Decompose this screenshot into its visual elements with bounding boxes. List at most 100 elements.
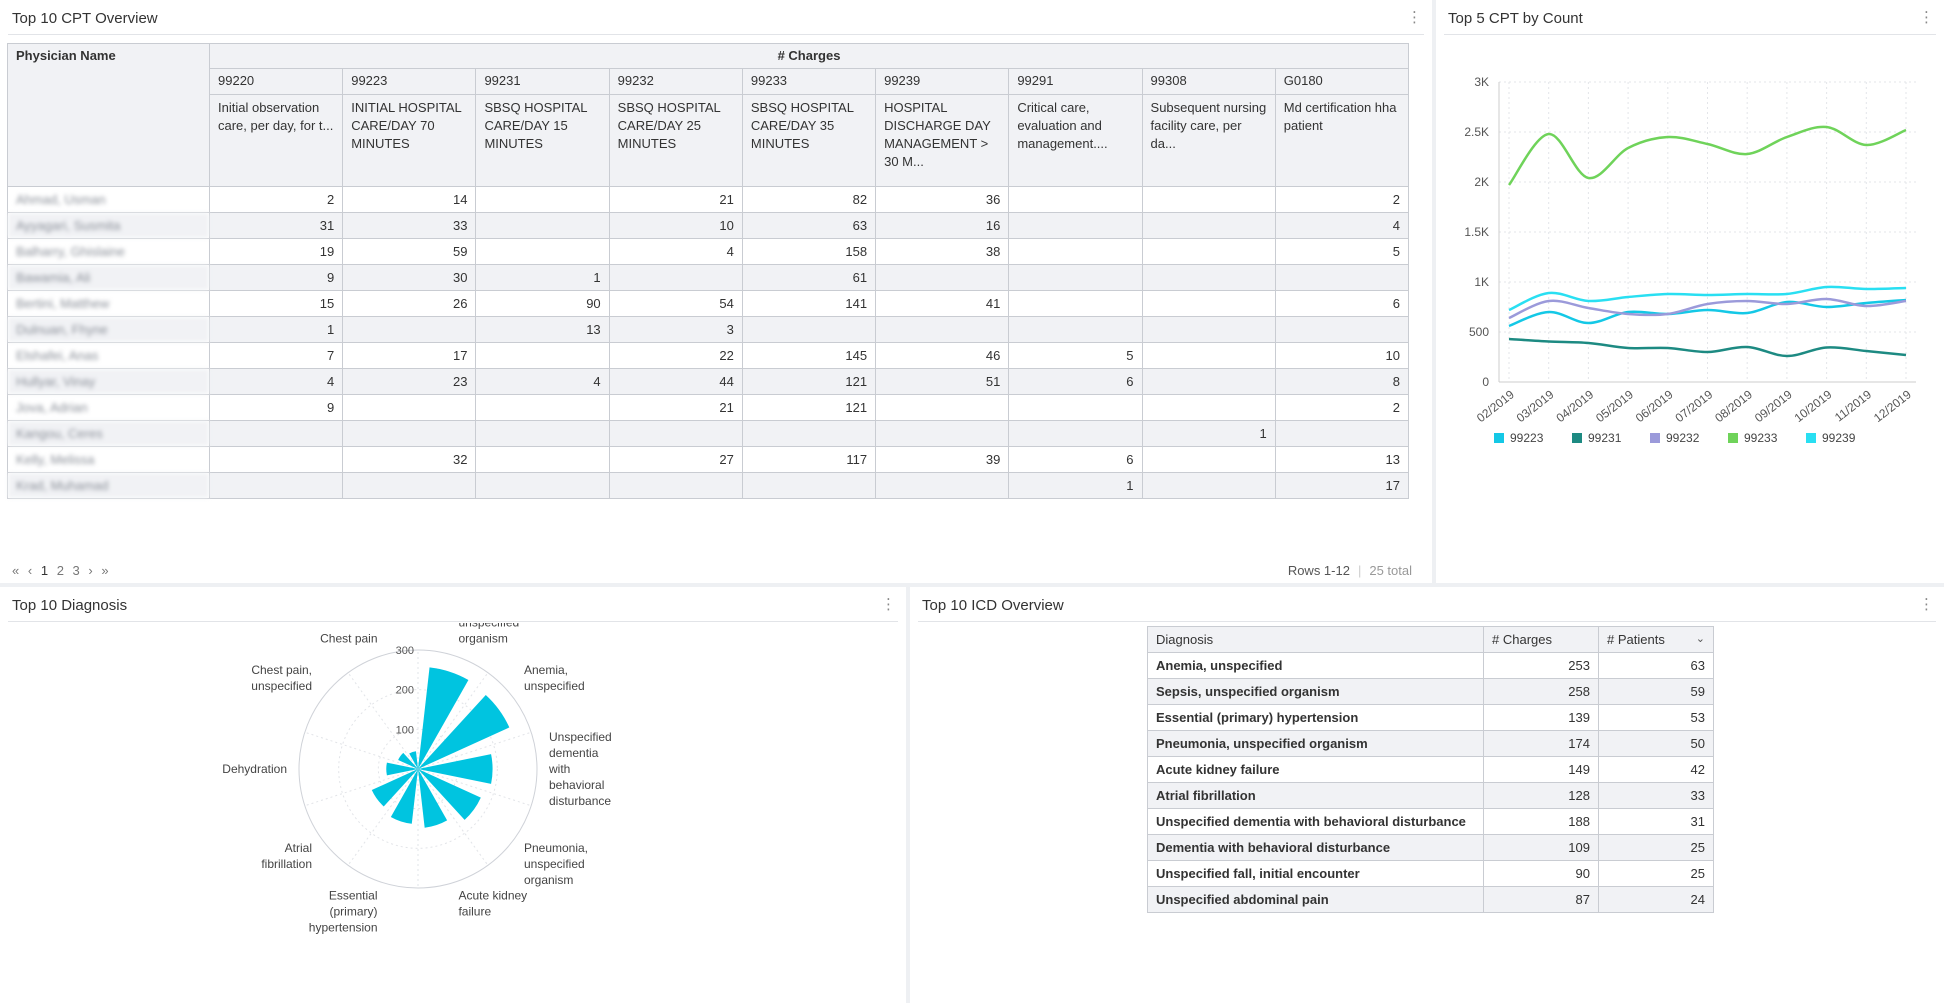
first-page-button[interactable]: «: [12, 563, 20, 578]
legend-label[interactable]: 99223: [1510, 431, 1544, 445]
cpt-code-header[interactable]: 99239: [875, 68, 1010, 95]
charge-count-cell: 17: [1274, 472, 1410, 499]
legend-label[interactable]: 99233: [1744, 431, 1778, 445]
polar-bar[interactable]: [418, 694, 510, 769]
x-tick-label: 10/2019: [1792, 387, 1835, 425]
polar-bar[interactable]: [418, 754, 493, 784]
category-label: Unspecified dementia with behavioral disturb…: [548, 730, 612, 808]
cpt-code-header[interactable]: G0180: [1274, 68, 1410, 95]
patients-cell: 25: [1598, 834, 1714, 861]
page-2-link[interactable]: 2: [56, 563, 64, 578]
table-row[interactable]: Anemia, unspecified 253 63: [1147, 652, 1714, 679]
polar-bar[interactable]: [418, 769, 448, 828]
physician-name-cell: Hullyar, Vinay: [7, 368, 210, 395]
last-page-button[interactable]: »: [101, 563, 109, 578]
charge-count-cell: [1141, 290, 1276, 317]
x-tick-label: 05/2019: [1593, 387, 1636, 425]
legend-label[interactable]: 99239: [1822, 431, 1856, 445]
table-row[interactable]: Hullyar, Vinay 4 23 4 44 121 51 6 8: [7, 368, 1410, 395]
patients-cell: 50: [1598, 730, 1714, 757]
polar-bar[interactable]: [386, 762, 418, 776]
y-tick-label: 500: [1469, 325, 1489, 339]
page-3-link[interactable]: 3: [72, 563, 80, 578]
kebab-menu-icon[interactable]: ⋮: [1407, 9, 1422, 26]
radial-tick-label: 200: [396, 685, 414, 697]
next-page-button[interactable]: ›: [88, 563, 93, 578]
page-1-link[interactable]: 1: [40, 563, 49, 578]
x-tick-label: 02/2019: [1474, 387, 1517, 425]
legend-label[interactable]: 99231: [1588, 431, 1622, 445]
table-row[interactable]: Unspecified dementia with behavioral dis…: [1147, 808, 1714, 835]
series-line-99223[interactable]: [1508, 298, 1907, 328]
charge-count-cell: [1274, 264, 1410, 291]
icd-table: Diagnosis # Charges # Patients ⌄ Anemia, …: [1147, 626, 1714, 913]
polar-bar[interactable]: [398, 752, 418, 769]
diagnosis-header[interactable]: Diagnosis: [1147, 626, 1484, 653]
legend-label[interactable]: 99232: [1666, 431, 1700, 445]
polar-bar[interactable]: [418, 667, 469, 769]
charges-cell: 139: [1483, 704, 1599, 731]
table-row[interactable]: Krad, Muhamad 1 17: [7, 472, 1410, 499]
cpt-code-header[interactable]: 99233: [741, 68, 877, 95]
polar-bar[interactable]: [409, 751, 418, 769]
charges-header[interactable]: # Charges: [1483, 626, 1599, 653]
diagnosis-cell: Dementia with behavioral disturbance: [1147, 834, 1484, 861]
legend-swatch: [1650, 433, 1660, 443]
series-line-99233[interactable]: [1507, 125, 1907, 186]
cpt-code-header[interactable]: 99220: [208, 68, 344, 95]
diagnosis-cell: Acute kidney failure: [1147, 756, 1484, 783]
cpt-code-header[interactable]: 99232: [608, 68, 743, 95]
table-row[interactable]: Bawamia, Ali 9 30 1 61: [7, 264, 1410, 291]
kebab-menu-icon[interactable]: ⋮: [1919, 596, 1934, 613]
charge-count-cell: 141: [741, 290, 877, 317]
table-row[interactable]: Sepsis, unspecified organism 258 59: [1147, 678, 1714, 705]
pagination: « ‹ 1 2 3 › »: [12, 563, 114, 578]
table-row[interactable]: Unspecified fall, initial encounter 90 25: [1147, 860, 1714, 887]
charge-count-cell: [875, 316, 1010, 343]
table-row[interactable]: Kelly, Melissa 32 27 117 39 6 13: [7, 446, 1410, 473]
polar-bar[interactable]: [371, 769, 418, 807]
table-row[interactable]: Atrial fibrillation 128 33: [1147, 782, 1714, 809]
table-row[interactable]: Dementia with behavioral disturbance 109 2…: [1147, 834, 1714, 861]
prev-page-button[interactable]: ‹: [27, 563, 33, 578]
charge-count-cell: [475, 472, 610, 499]
table-row[interactable]: Acute kidney failure 149 42: [1147, 756, 1714, 783]
table-row[interactable]: Dulnuan, Fhyne 1 13 3: [7, 316, 1410, 343]
top-diagnosis-title: Top 10 Diagnosis: [12, 597, 128, 614]
table-row[interactable]: Elshafei, Anas 7 17 22 145 46 5 10: [7, 342, 1410, 369]
polar-bar[interactable]: [418, 769, 481, 820]
patients-header[interactable]: # Patients ⌄: [1598, 626, 1714, 653]
patients-cell: 53: [1598, 704, 1714, 731]
physician-name-header[interactable]: Physician Name: [7, 43, 210, 187]
series-line-99239[interactable]: [1508, 285, 1907, 312]
series-line-99231[interactable]: [1508, 337, 1907, 358]
charges-cell: 128: [1483, 782, 1599, 809]
table-row[interactable]: Kangou, Ceres 1: [7, 420, 1410, 447]
table-row[interactable]: Balharry, Ghislaine 19 59 4 158 38 5: [7, 238, 1410, 265]
category-label: Chest pain: [320, 631, 377, 645]
table-row[interactable]: Ayyagari, Susmita 31 33 10 63 16 4: [7, 212, 1410, 239]
table-row[interactable]: Ahmad, Usman 2 14 21 82 36 2: [7, 186, 1410, 213]
table-row[interactable]: Unspecified abdominal pain 87 24: [1147, 886, 1714, 913]
table-row[interactable]: Bertini, Matthew 15 26 90 54 141 41 6: [7, 290, 1410, 317]
charge-count-cell: 21: [608, 186, 743, 213]
charge-count-cell: 158: [741, 238, 877, 265]
table-row[interactable]: Essential (primary) hypertension 139 53: [1147, 704, 1714, 731]
cpt-code-header[interactable]: 99291: [1008, 68, 1143, 95]
polar-bar[interactable]: [390, 769, 418, 824]
divider: [8, 34, 1424, 35]
charges-cell: 174: [1483, 730, 1599, 757]
chevron-down-icon[interactable]: ⌄: [1695, 633, 1705, 645]
series-line-99232[interactable]: [1508, 297, 1907, 320]
cpt-description-header: SBSQ HOSPITAL CARE/DAY 35 MINUTES: [741, 94, 877, 187]
kebab-menu-icon[interactable]: ⋮: [881, 596, 896, 613]
table-row[interactable]: Jova, Adrian 9 21 121 2: [7, 394, 1410, 421]
charge-count-cell: 38: [875, 238, 1010, 265]
cpt-code-header[interactable]: 99231: [475, 68, 610, 95]
patients-cell: 42: [1598, 756, 1714, 783]
table-row[interactable]: Pneumonia, unspecified organism 174 50: [1147, 730, 1714, 757]
cpt-code-header[interactable]: 99308: [1141, 68, 1276, 95]
kebab-menu-icon[interactable]: ⋮: [1919, 9, 1934, 26]
cpt-code-header[interactable]: 99223: [342, 68, 477, 95]
cpt-description-header: INITIAL HOSPITAL CARE/DAY 70 MINUTES: [342, 94, 477, 187]
